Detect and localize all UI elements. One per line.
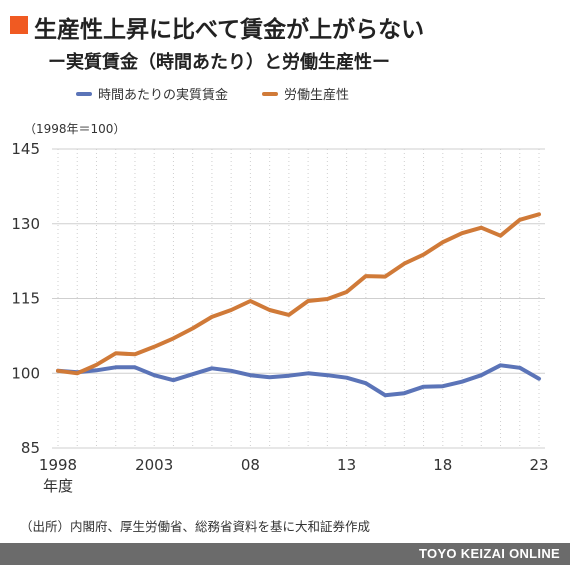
- x-tick-label: 23: [529, 456, 548, 474]
- x-tick-label: 2003: [135, 456, 173, 474]
- chart-subtitle: ー実質賃金（時間あたり）と労働生産性ー: [48, 52, 390, 73]
- source-note: （出所）内閣府、厚生労働省、総務省資料を基に大和証券作成: [20, 519, 371, 534]
- y-tick-label: 130: [11, 215, 40, 233]
- footer-brand: TOYO KEIZAI ONLINE: [419, 546, 560, 561]
- title-marker-icon: [10, 16, 28, 34]
- y-tick-label: 115: [11, 290, 40, 308]
- unit-note: （1998年＝100）: [24, 122, 126, 136]
- legend: 時間あたりの実質賃金 労働生産性: [76, 84, 383, 103]
- legend-item-productivity: 労働生産性: [262, 84, 349, 103]
- chart-title: 生産性上昇に比べて賃金が上がらない: [34, 17, 425, 43]
- legend-label-productivity: 労働生産性: [284, 88, 350, 103]
- x-tick-label: 1998: [39, 456, 77, 474]
- y-tick-label: 145: [11, 140, 40, 158]
- legend-item-wage: 時間あたりの実質賃金: [76, 84, 228, 103]
- series-line-wage: [56, 363, 541, 398]
- line-chart: 85 100 115 130 145 1998 2003 08 13 18 23 年度: [11, 140, 548, 495]
- y-tick-label: 85: [21, 439, 40, 457]
- legend-swatch-productivity: [262, 91, 279, 96]
- x-axis-unit-label: 年度: [43, 477, 73, 495]
- x-tick-label: 18: [433, 456, 452, 474]
- footer-bar: TOYO KEIZAI ONLINE: [0, 543, 570, 565]
- legend-swatch-wage: [76, 91, 92, 96]
- series-line-productivity: [56, 212, 541, 376]
- x-tick-label: 08: [241, 456, 260, 474]
- x-tick-label: 13: [337, 456, 356, 474]
- legend-label-wage: 時間あたりの実質賃金: [98, 88, 229, 103]
- y-tick-label: 100: [11, 364, 40, 382]
